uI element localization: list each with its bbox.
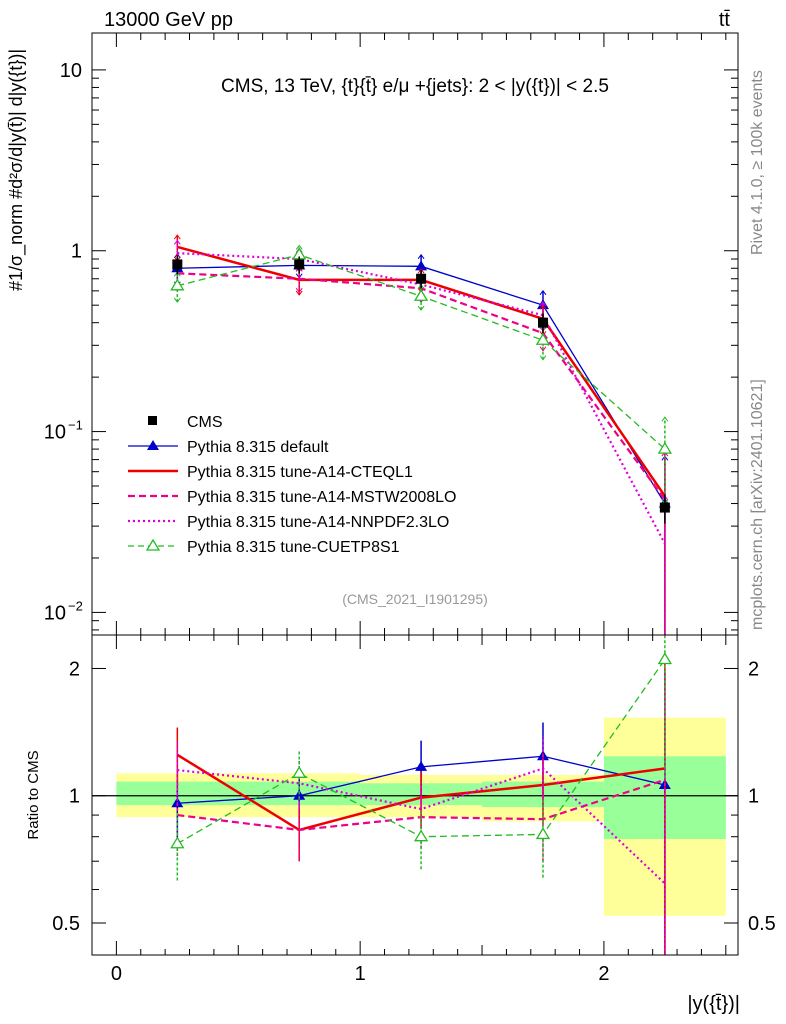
legend-entry-mstw: Pythia 8.315 tune-A14-MSTW2008LO [128, 489, 456, 506]
errorbar-cap-cuetp8s1 [295, 244, 303, 250]
errorbar-cap-cteql1 [295, 290, 303, 296]
main-y-axis-label: #1/σ_norm #d²σ/d|y(t̄)| d|y({t})| [6, 49, 27, 291]
errorbar-cap-cuetp8s1 [661, 416, 669, 422]
legend-label-cms: CMS [187, 414, 223, 431]
legend-entry-default: Pythia 8.315 default [128, 439, 329, 456]
rivet-label: Rivet 4.1.0, ≥ 100k events [749, 70, 766, 255]
plot-title: CMS, 13 TeV, {t}{t̄} e/μ +{jets}: 2 < |y… [221, 76, 609, 97]
ratio-y-tick-label-right: 1 [748, 786, 759, 808]
legend-entry-cuetp8s1: Pythia 8.315 tune-CUETP8S1 [128, 538, 400, 556]
legend-entry-cms: CMS [148, 414, 223, 431]
data-point [416, 273, 427, 284]
marker-default [415, 260, 428, 271]
x-tick-label: 0 [111, 963, 122, 985]
marker-cuetp8s1 [535, 332, 551, 345]
main-plot-panel: CMS, 13 TeV, {t}{t̄} e/μ +{jets}: 2 < |y… [6, 32, 739, 636]
y-tick-label: 1 [71, 241, 82, 263]
x-tick-label: 2 [598, 963, 609, 985]
marker-cuetp8s1 [170, 278, 185, 291]
y-tick-label: 10 [60, 60, 82, 82]
errorbar-cap-nnpdf [539, 301, 547, 307]
marker-cuetp8s1 [657, 441, 673, 454]
ratio-marker-cuetp8s1 [170, 836, 185, 849]
ratio-marker-cuetp8s1 [292, 766, 307, 778]
energy-label: 13000 GeV pp [104, 9, 233, 31]
legend-label-default: Pythia 8.315 default [187, 439, 329, 456]
errorbar-cap-mstw [295, 287, 303, 294]
ratio-marker-cuetp8s1 [657, 652, 673, 665]
errorbar-cap-mstw [539, 346, 547, 352]
errorbar-cap-default [539, 290, 547, 296]
ratio-marker-default [415, 760, 428, 771]
y-tick-label-exponent: −2 [68, 598, 83, 613]
legend-label-cteql1: Pythia 8.315 tune-A14-CTEQL1 [187, 464, 413, 481]
ratio-y-tick-label-right: 0.5 [748, 913, 776, 935]
ratio-marker-default [293, 789, 306, 800]
analysis-watermark: (CMS_2021_I1901295) [342, 591, 488, 607]
y-tick-label: 10 [44, 602, 66, 624]
errorbar-cap-default [417, 253, 425, 260]
ratio-y-tick-label-left: 2 [69, 658, 80, 680]
data-point [294, 259, 305, 270]
ratio-y-tick-label-left: 1 [69, 786, 80, 808]
legend: CMS Pythia 8.315 default Pythia 8.315 tu… [128, 414, 456, 556]
x-tick-label: 1 [355, 963, 366, 985]
ratio-y-axis-label: Ratio to CMS [25, 750, 42, 839]
x-axis-label: |y({t̄})| [687, 993, 740, 1015]
errorbar-cap-nnpdf [173, 239, 181, 245]
errorbar-cap-cuetp8s1 [417, 305, 425, 311]
data-point [537, 317, 548, 328]
ratio-marker-cuetp8s1 [413, 829, 429, 842]
legend-label-cuetp8s1: Pythia 8.315 tune-CUETP8S1 [187, 539, 400, 556]
mcplots-label: mcplots.cern.ch [arXiv:2401.10621] [749, 379, 766, 630]
errorbar-cap-cteql1 [417, 268, 425, 274]
data-point [659, 502, 670, 513]
marker-cuetp8s1 [413, 289, 429, 301]
ratio-marker-cuetp8s1 [535, 827, 551, 840]
legend-entry-nnpdf: Pythia 8.315 tune-A14-NNPDF2.3LO [128, 514, 449, 531]
ratio-frame [91, 634, 739, 956]
ratio-plot-panel: Ratio to CMS |y({t̄})| 2 2 1 1 0.5 0.5 0 1 2 [25, 634, 776, 1015]
errorbar-cap-cteql1 [173, 234, 181, 240]
y-tick-label-exponent: −1 [68, 418, 83, 433]
legend-label-nnpdf: Pythia 8.315 tune-A14-NNPDF2.3LO [187, 514, 449, 531]
errorbar-cap-cuetp8s1 [173, 297, 181, 303]
legend-entry-cteql1: Pythia 8.315 tune-A14-CTEQL1 [128, 464, 413, 481]
legend-label-mstw: Pythia 8.315 tune-A14-MSTW2008LO [187, 489, 456, 506]
ratio-y-tick-label-left: 0.5 [52, 913, 80, 935]
ratio-line-nnpdf [177, 767, 666, 885]
ratio-y-tick-label-right: 2 [748, 658, 759, 680]
process-label: tt̄ [719, 9, 731, 31]
errorbar-cap-cuetp8s1 [539, 355, 547, 361]
y-tick-label: 10 [44, 422, 66, 444]
data-point [172, 259, 183, 270]
